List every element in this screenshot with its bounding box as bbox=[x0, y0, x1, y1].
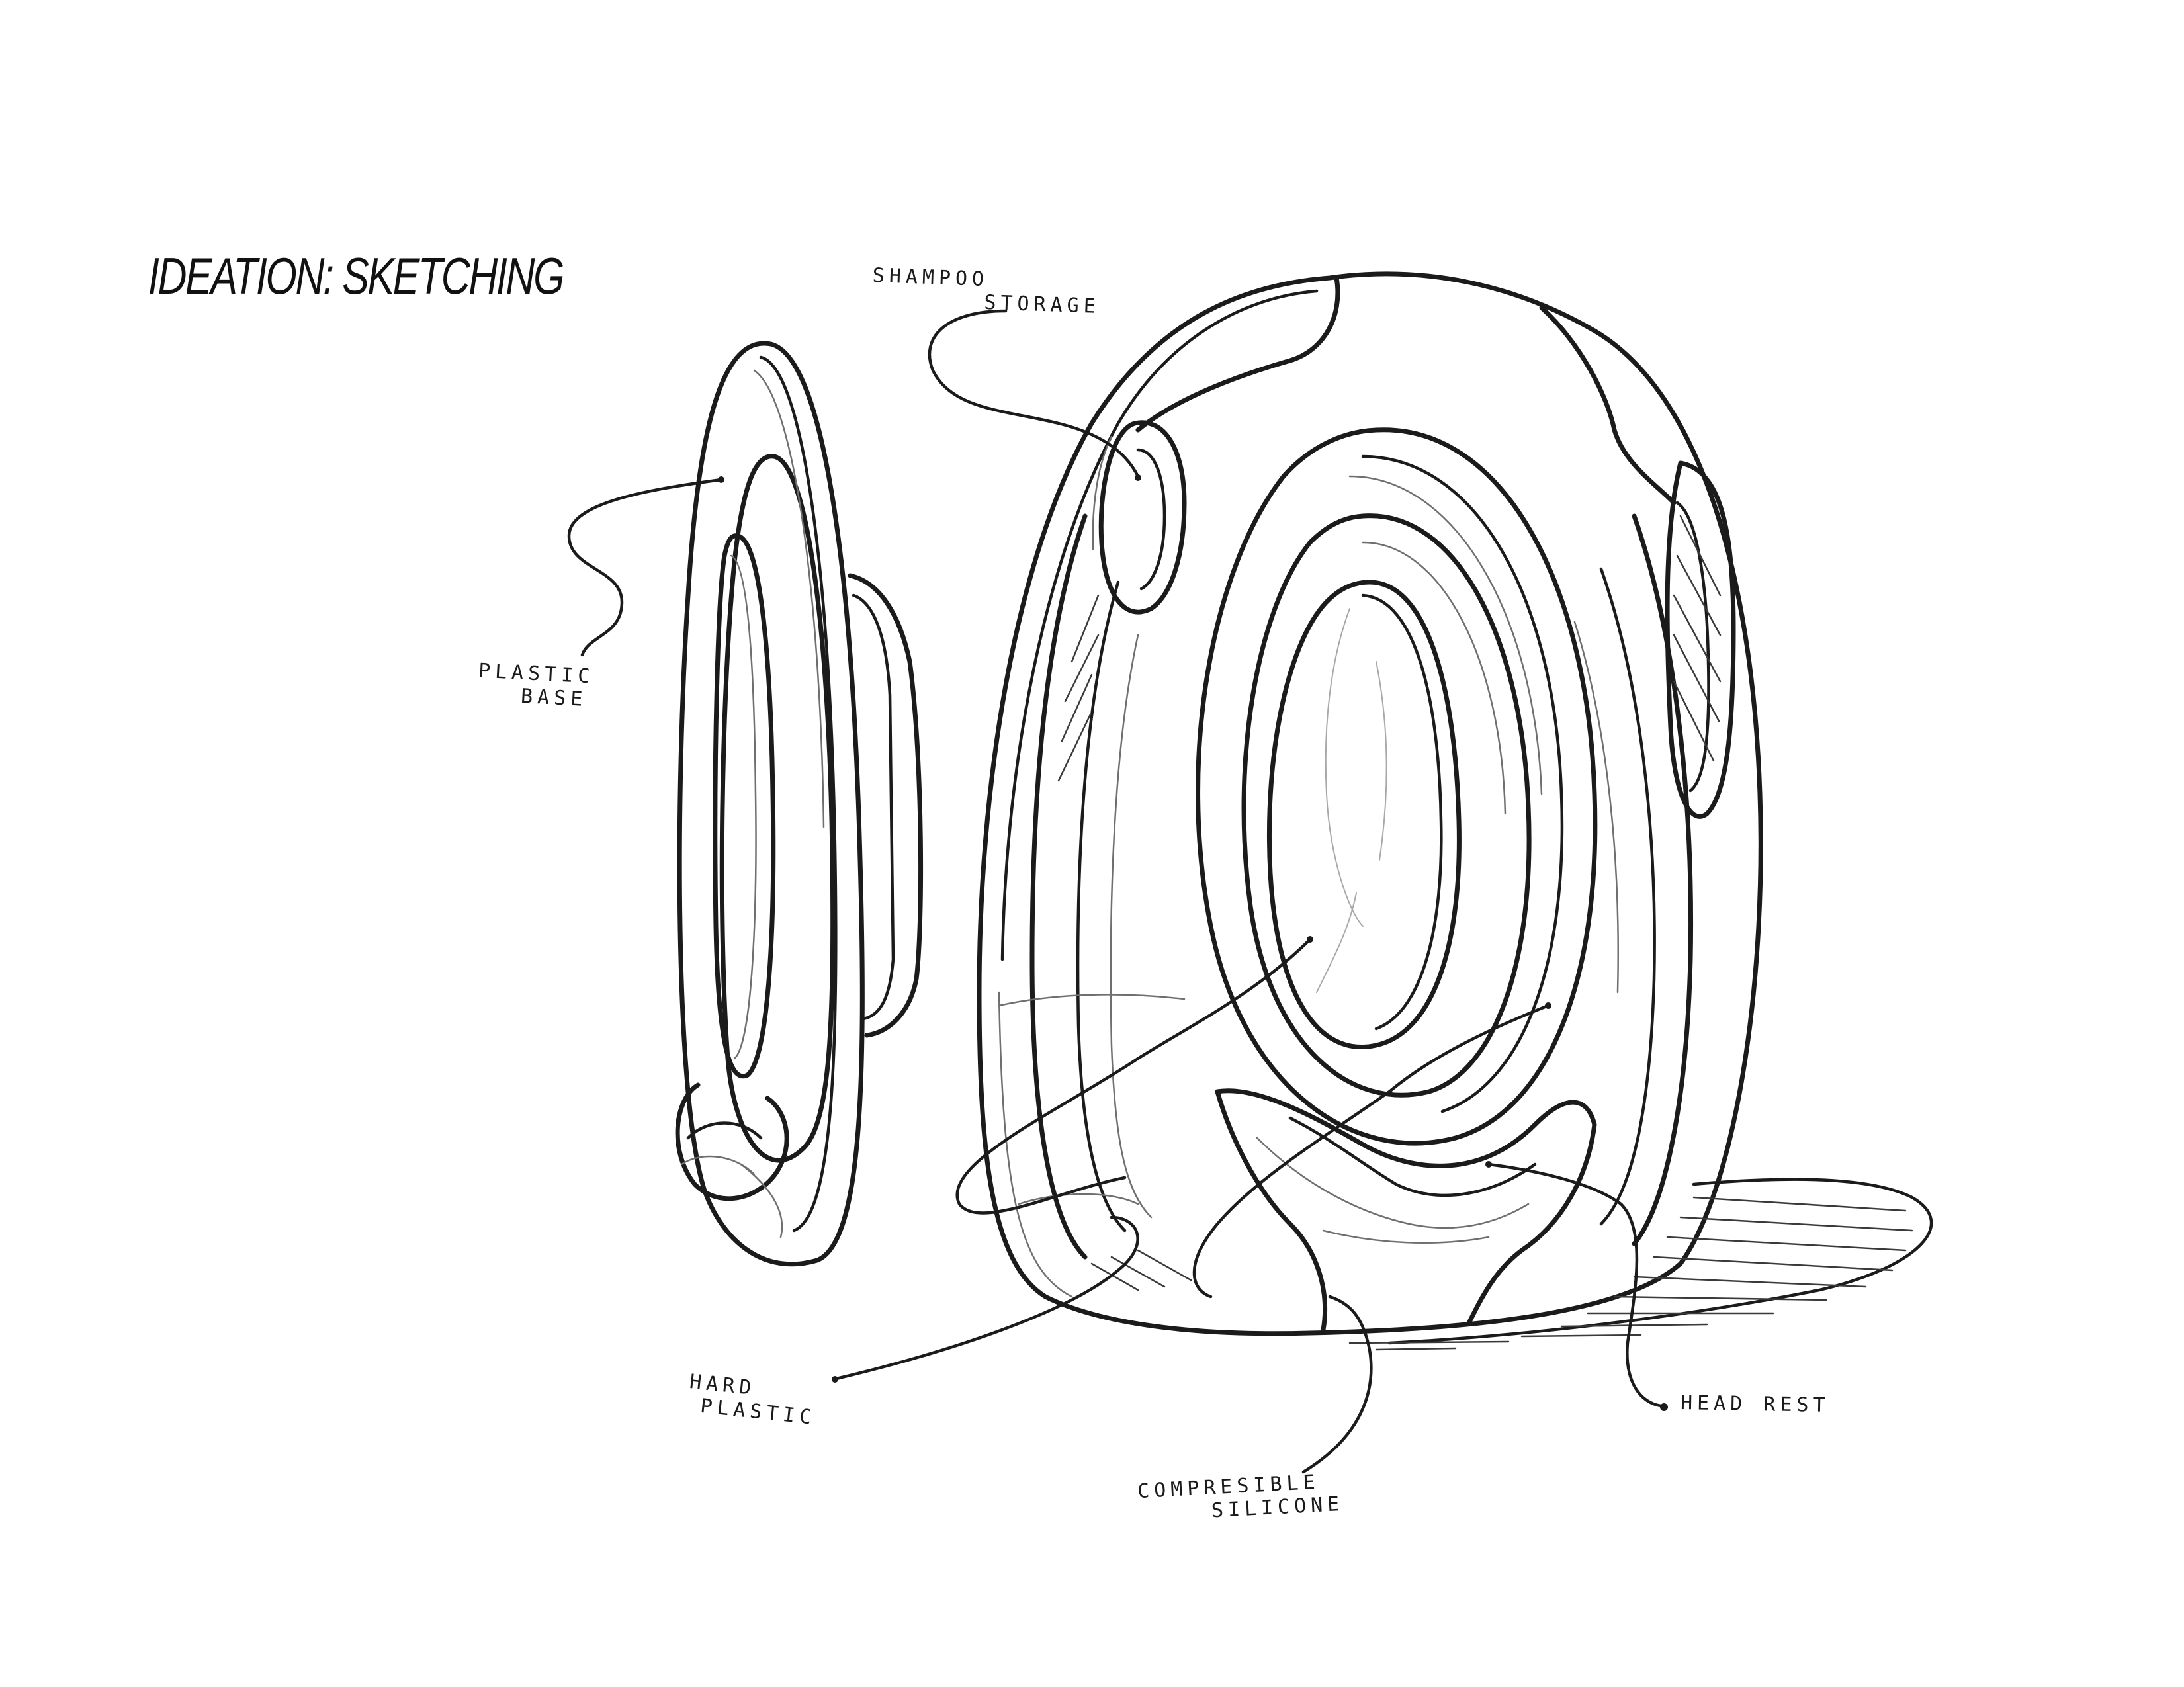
label-plastic-base-line1: PLASTIC bbox=[478, 659, 595, 689]
label-plastic-base-line2: BASE bbox=[520, 684, 588, 711]
label-shampoo-storage-line2: STORAGE bbox=[983, 290, 1101, 318]
plastic-base-part bbox=[675, 341, 924, 1267]
label-head-rest: HEAD REST bbox=[1680, 1391, 1830, 1417]
cast-shadow bbox=[1348, 1178, 1933, 1351]
leader-lines bbox=[567, 309, 1668, 1474]
label-plastic-base: PLASTIC BASE bbox=[476, 659, 595, 711]
label-shampoo-storage: SHAMPOO STORAGE bbox=[871, 264, 1102, 318]
page-title: IDEATION: SKETCHING bbox=[148, 247, 564, 305]
main-body-part bbox=[977, 271, 1763, 1336]
